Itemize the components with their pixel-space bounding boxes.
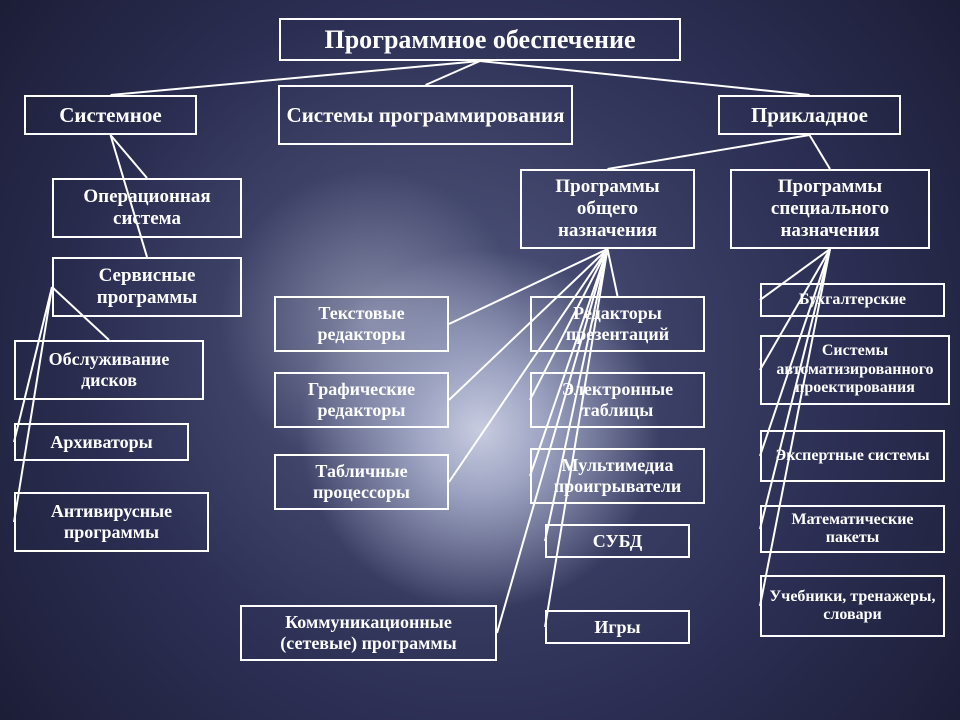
node-expert: Экспертные системы <box>760 430 945 482</box>
node-gen_purpose: Программы общего назначения <box>520 169 695 249</box>
node-service: Сервисные программы <box>52 257 242 317</box>
node-root: Программное обеспечение <box>279 18 681 61</box>
node-spec_purpose: Программы специального назначения <box>730 169 930 249</box>
node-disks: Обслуживание дисков <box>14 340 204 400</box>
node-os: Операционная система <box>52 178 242 238</box>
node-sys: Системное <box>24 95 197 135</box>
node-comm: Коммуникационные (сетевые) программы <box>240 605 497 661</box>
node-prog_sys: Системы программирования <box>278 85 573 145</box>
node-antivirus: Антивирусные программы <box>14 492 209 552</box>
node-graph_ed: Графические редакторы <box>274 372 449 428</box>
node-text_ed: Текстовые редакторы <box>274 296 449 352</box>
node-textbooks: Учебники, тренажеры, словари <box>760 575 945 637</box>
node-dbms: СУБД <box>545 524 690 558</box>
node-games: Игры <box>545 610 690 644</box>
node-cad: Системы автоматизированного проектирован… <box>760 335 950 405</box>
diagram-canvas: Программное обеспечение Системное Системы … <box>0 0 960 720</box>
node-pres_ed: Редакторы презентаций <box>530 296 705 352</box>
node-accounting: Бухгалтерские <box>760 283 945 317</box>
node-multimedia: Мультимедиа проигрыватели <box>530 448 705 504</box>
node-math: Математические пакеты <box>760 505 945 553</box>
node-arch: Архиваторы <box>14 423 189 461</box>
node-spreadsheet: Электронные таблицы <box>530 372 705 428</box>
node-table_proc: Табличные процессоры <box>274 454 449 510</box>
node-applied: Прикладное <box>718 95 901 135</box>
